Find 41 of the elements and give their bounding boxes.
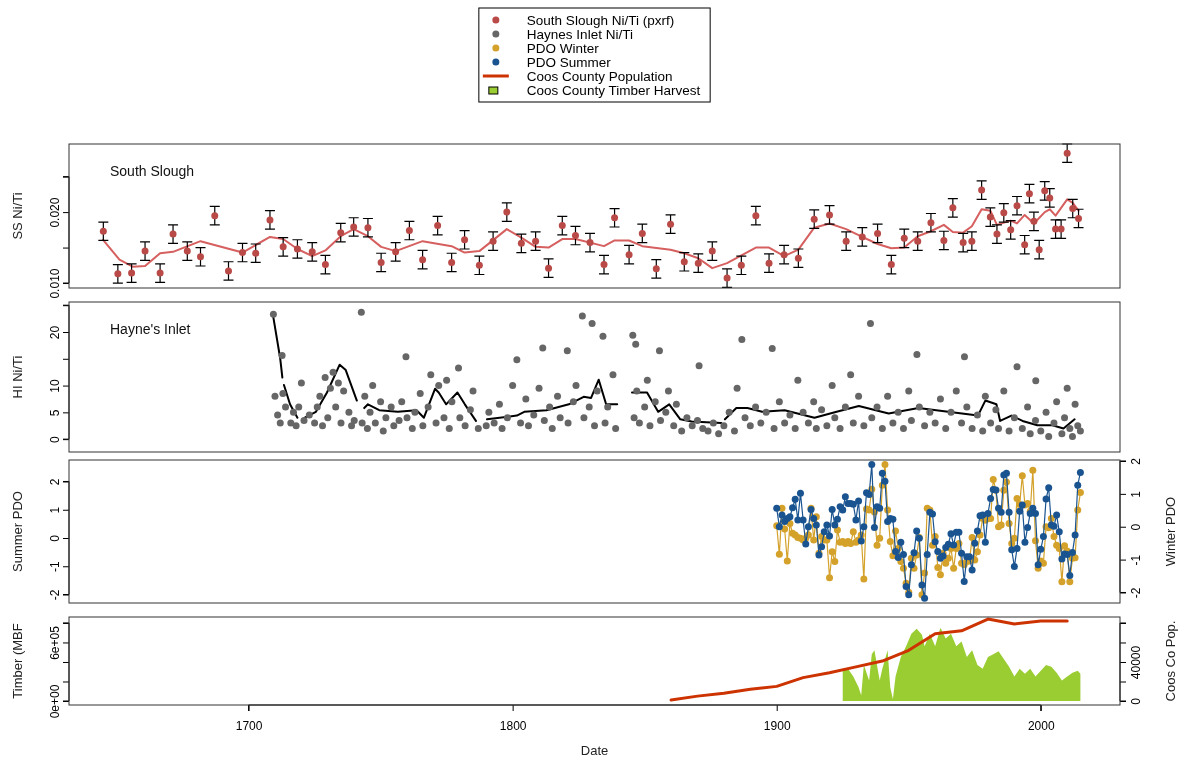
line-series (102, 198, 1080, 270)
y2-tick-label: 2 (1129, 457, 1143, 465)
y-tick-label: 0 (48, 435, 62, 443)
y2-tick-label: -2 (1129, 587, 1143, 599)
y-tick-label: 10 (48, 379, 62, 393)
annotation: South Slough (110, 163, 195, 179)
y2-axis-title: Coos Co Pop. (1163, 620, 1178, 702)
y-tick-label: 6e+05 (48, 625, 62, 660)
y2-axis-title: Winter PDO (1163, 496, 1178, 567)
y-tick-label: 1 (48, 506, 62, 514)
y-tick-label: 0 (48, 534, 62, 542)
y-tick-label: 0e+00 (48, 684, 62, 719)
y-axis-title: HI Ni/Ti (10, 355, 25, 399)
x-tick-label: 2000 (1027, 718, 1055, 733)
legend-label: Coos County Timber Harvest (526, 83, 701, 98)
x-tick-label: 1700 (235, 718, 263, 733)
y-tick-label: 0.020 (48, 197, 62, 228)
legend-label: South Slough Ni/Ti (pxrf) (526, 13, 675, 28)
y2-tick-label: 0 (1129, 523, 1143, 531)
y2-tick-label: -1 (1129, 554, 1143, 566)
x-axis-title: Date (580, 743, 609, 758)
x-tick-label: 1800 (499, 718, 527, 733)
legend-label: Coos County Population (526, 69, 673, 84)
line-series (669, 617, 1069, 702)
y2-tick-label: 1 (1129, 490, 1143, 498)
y-tick-label: -1 (48, 561, 62, 573)
y2-tick-label: 40000 (1129, 645, 1143, 680)
y-tick-label: 2 (48, 478, 62, 486)
legend-label: Haynes Inlet Ni/Ti (526, 27, 633, 42)
y-tick-label: 20 (48, 325, 62, 340)
y2-tick-label: 0 (1129, 697, 1143, 705)
legend-label: PDO Summer (526, 55, 612, 70)
y-tick-label: 5 (48, 409, 62, 417)
y-tick-label: 0.010 (48, 268, 62, 299)
y-axis-title: Timber (MBF (10, 623, 25, 699)
y-axis-title: Summer PDO (10, 491, 25, 572)
legend-label: PDO Winter (526, 41, 600, 56)
y-axis-title: SS Ni/Ti (10, 192, 25, 240)
annotation: Hayne's Inlet (110, 321, 191, 337)
y-tick-label: -2 (48, 589, 62, 601)
x-tick-label: 1900 (763, 718, 791, 733)
